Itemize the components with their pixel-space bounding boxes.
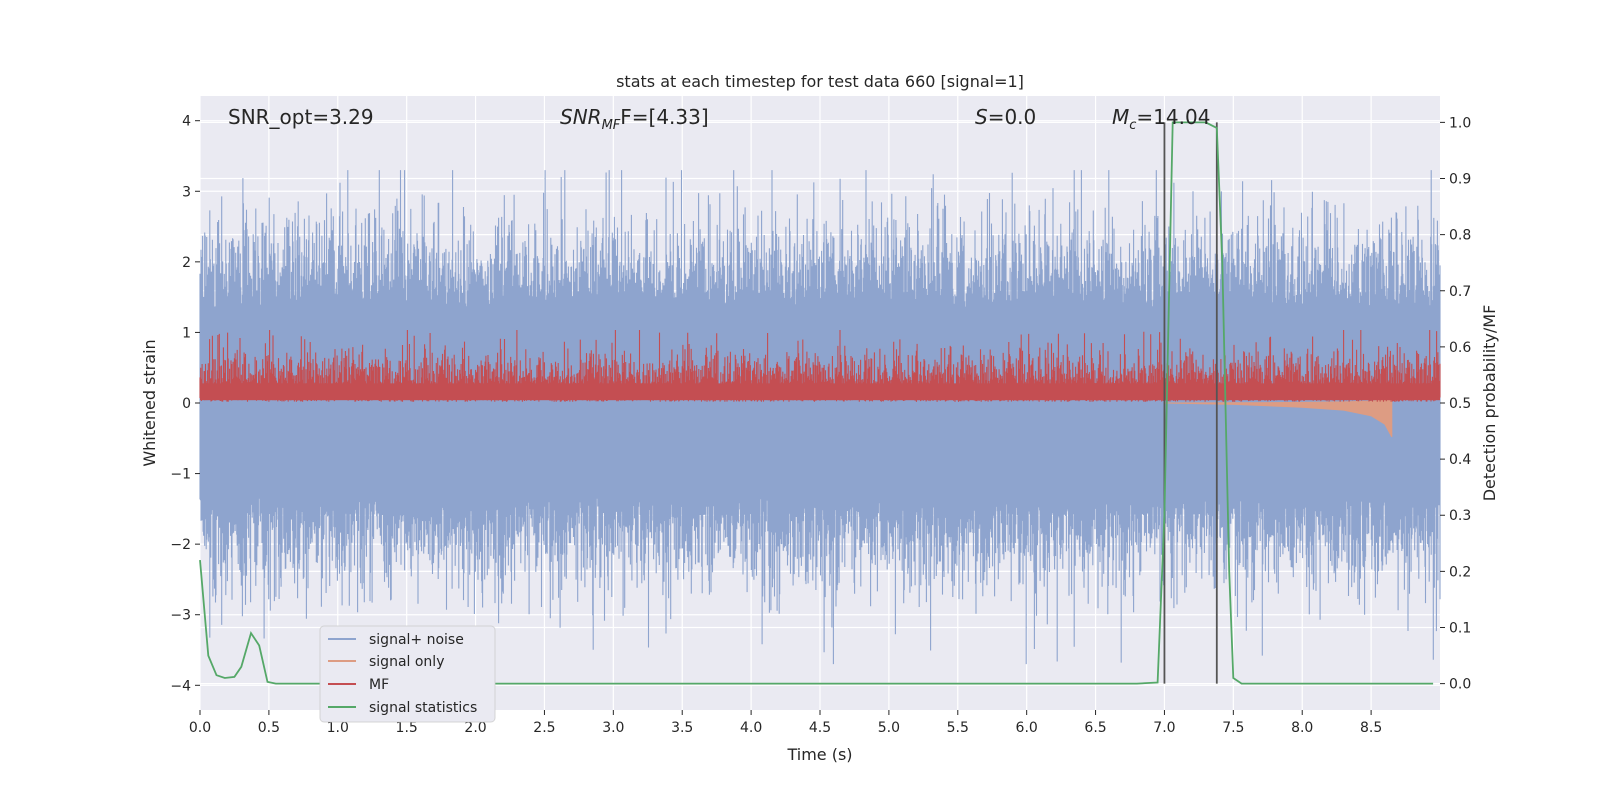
x-tick-label: 1.5: [396, 720, 418, 736]
left-tick-label: 3: [182, 184, 191, 200]
legend-label-signal-noise: signal+ noise: [369, 632, 464, 648]
x-tick-label: 8.5: [1360, 720, 1382, 736]
chart-title: stats at each timestep for test data 660…: [616, 72, 1024, 91]
right-tick-label: 1.0: [1449, 115, 1471, 131]
annotation-mc-main: M: [1112, 105, 1129, 129]
annotation-snr-mf-rest: F=[4.33]: [620, 105, 708, 129]
right-tick-label: 0.4: [1449, 452, 1471, 468]
left-tick-label: −2: [170, 537, 191, 553]
x-tick-label: 2.5: [533, 720, 555, 736]
right-tick-label: 0.3: [1449, 508, 1471, 524]
annotation-mc: Mc=14.04: [1112, 105, 1210, 133]
right-tick-label: 0.9: [1449, 172, 1471, 188]
x-axis: 0.0 0.5 1.0 1.5 2.0 2.5 3.0 3.5 4.0 4.5 5.0 5.5 6.0 6…: [189, 710, 1382, 736]
signal-only-series: [1164, 397, 1393, 438]
left-tick-label: −3: [170, 608, 191, 624]
annotation-mc-rest: =14.04: [1136, 105, 1210, 129]
right-tick-label: 0.2: [1449, 564, 1471, 580]
annotation-snr-mf-sub: MF: [602, 118, 621, 133]
mf-series: [199, 330, 1441, 402]
left-axis: −4 −3 −2 −1 0 1 2 3 4: [170, 114, 200, 694]
right-tick-label: 0.6: [1449, 340, 1471, 356]
y-axis-right-label: Detection probability/MF: [1480, 305, 1499, 502]
x-axis-label: Time (s): [786, 745, 852, 764]
left-tick-label: 0: [182, 396, 191, 412]
x-tick-label: 3.5: [671, 720, 693, 736]
x-tick-label: 4.0: [740, 720, 762, 736]
x-tick-label: 0.5: [258, 720, 280, 736]
legend-box: [319, 625, 496, 723]
legend-label-mf: MF: [369, 677, 389, 693]
right-tick-label: 0.1: [1449, 620, 1471, 636]
signal-statistics-line: [199, 121, 1434, 685]
x-tick-label: 4.5: [809, 720, 831, 736]
right-tick-label: 0.0: [1449, 677, 1471, 693]
legend-label-signal-only: signal only: [369, 654, 444, 670]
annotation-snr-mf: SNRMFF=[4.33]: [560, 105, 709, 133]
annotation-mc-sub: c: [1129, 118, 1136, 133]
x-tick-label: 6.5: [1084, 720, 1106, 736]
left-tick-label: 2: [182, 255, 191, 271]
x-tick-label: 3.0: [602, 720, 624, 736]
left-tick-label: 4: [182, 114, 191, 130]
x-tick-label: 5.5: [947, 720, 969, 736]
annotation-snr-mf-main: SNR: [560, 105, 602, 129]
right-tick-label: 0.7: [1449, 284, 1471, 300]
left-tick-label: 1: [182, 325, 191, 341]
x-tick-label: 1.0: [327, 720, 349, 736]
vlines: [1163, 122, 1218, 684]
y-axis-left-label: Whitened strain: [140, 339, 159, 466]
left-tick-label: −1: [170, 467, 191, 483]
right-tick-label: 0.8: [1449, 228, 1471, 244]
x-tick-label: 7.0: [1153, 720, 1175, 736]
left-tick-label: −4: [170, 678, 191, 694]
annotation-s: S=0.0: [975, 105, 1036, 129]
x-tick-label: 2.0: [464, 720, 486, 736]
x-tick-label: 8.0: [1291, 720, 1313, 736]
legend: signal+ noise signal only MF signal stat…: [319, 625, 496, 723]
x-tick-label: 6.0: [1016, 720, 1038, 736]
x-tick-label: 7.5: [1222, 720, 1244, 736]
annotation-snr-opt: SNR_opt=3.29: [228, 105, 374, 129]
annotation-s-main: S: [975, 105, 988, 129]
signal-only-trace: [1164, 397, 1393, 438]
annotation-s-rest: =0.0: [988, 105, 1037, 129]
right-axis: 0.0 0.1 0.2 0.3 0.4 0.5 0.6 0.7 0.8 0.9 1.0: [1440, 115, 1471, 693]
mf-core: [200, 383, 1440, 401]
x-tick-label: 0.0: [189, 720, 211, 736]
legend-label-signal-statistics: signal statistics: [369, 700, 477, 716]
signal-statistics-series: [199, 121, 1434, 685]
x-tick-label: 5.0: [878, 720, 900, 736]
right-tick-label: 0.5: [1449, 396, 1471, 412]
